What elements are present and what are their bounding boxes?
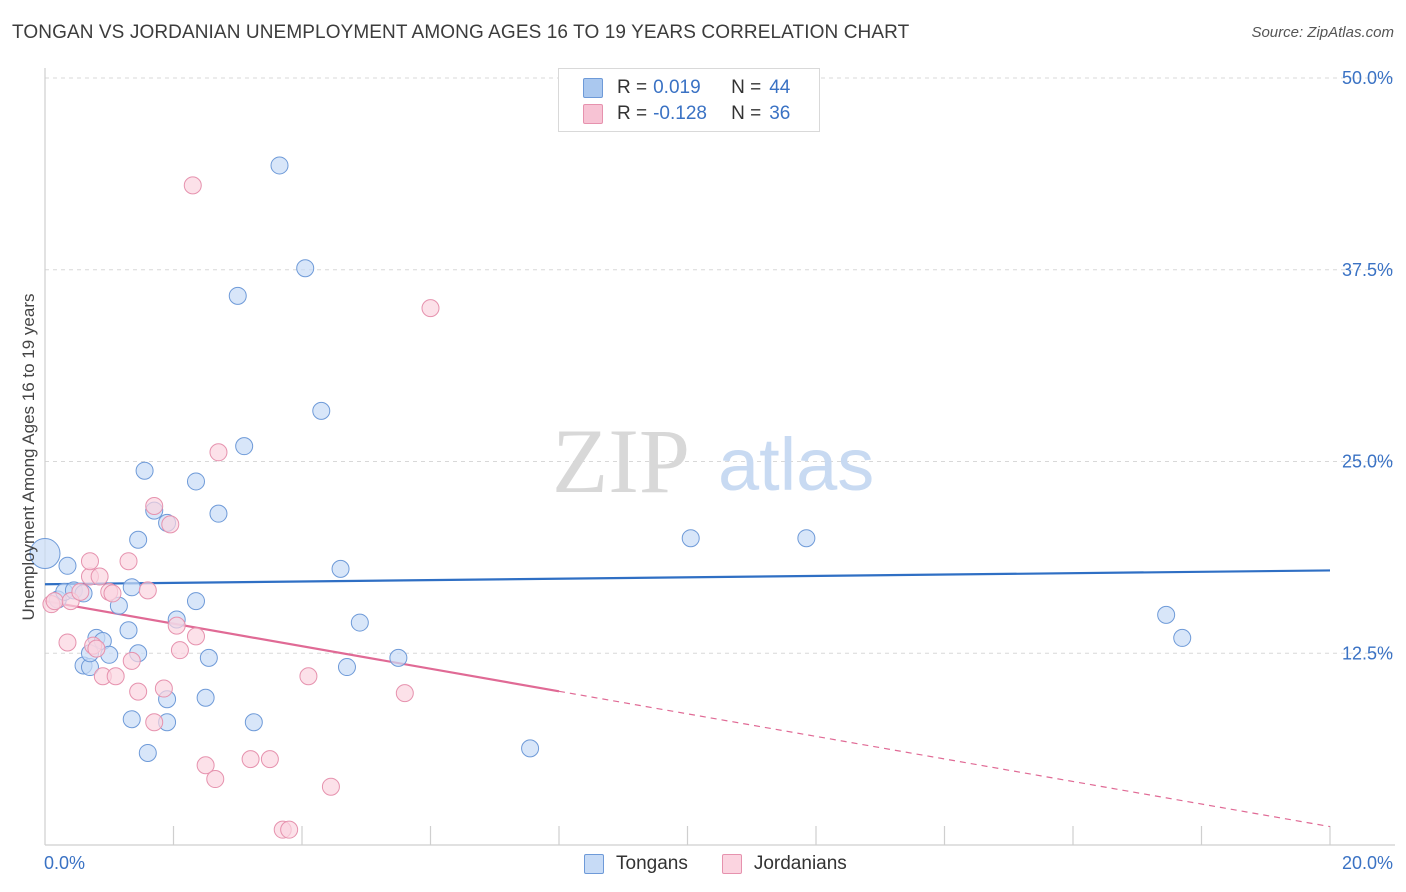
n-value: 36 [769,103,791,124]
x-tick-label: 20.0% [1342,853,1393,873]
legend-label-jordanians: Jordanians [753,853,847,874]
data-point-tongans [186,472,205,491]
data-point-jordanians [129,682,148,701]
data-point-tongans [389,648,408,667]
watermark-atlas: atlas [718,423,874,506]
data-point-tongans [337,658,356,677]
chart-title: TONGAN VS JORDANIAN UNEMPLOYMENT AMONG A… [12,22,910,43]
trend-line-jordanians [44,600,560,693]
legend-swatch-tongans [583,78,603,98]
data-point-jordanians [299,667,318,686]
trend-lines [44,569,1331,828]
data-point-jordanians [138,581,157,600]
data-point-tongans [521,739,540,758]
legend-row-jordanians: R = -0.128 N = 36 [583,101,790,127]
data-point-jordanians [321,777,340,796]
data-point-jordanians [122,651,141,670]
legend-swatch-tongans [584,854,604,874]
y-axis-label: Unemployment Among Ages 16 to 19 years [19,294,38,621]
data-point-jordanians [45,592,64,611]
r-label: R = [617,77,648,98]
data-point-tongans [196,688,215,707]
data-point-tongans [129,530,148,549]
legend-row-tongans: R = 0.019 N = 44 [583,75,790,101]
data-point-jordanians [206,770,225,789]
r-value: 0.019 [653,77,701,98]
data-point-jordanians [103,584,122,603]
data-point-jordanians [80,552,99,571]
data-point-jordanians [209,443,228,462]
data-point-jordanians [145,713,164,732]
y-tick-label: 12.5% [1342,643,1393,663]
data-point-tongans [797,529,816,548]
data-point-tongans [119,621,138,640]
data-point-jordanians [87,639,106,658]
data-point-tongans [312,401,331,420]
y-tick-label: 37.5% [1342,260,1393,280]
data-points [29,156,1192,839]
trend-line-tongans [44,569,1331,586]
data-point-jordanians [154,679,173,698]
y-tick-label: 25.0% [1342,452,1393,472]
r-value: -0.128 [653,103,707,124]
data-point-jordanians [421,299,440,318]
grid-lines [45,77,1395,654]
legend-swatch-jordanians [583,104,603,124]
data-point-jordanians [395,684,414,703]
data-point-tongans [296,259,315,278]
data-point-tongans [244,713,263,732]
y-tick-label: 50.0% [1342,68,1393,88]
data-point-jordanians [161,515,180,534]
watermark-zip: ZIP [552,410,690,512]
data-point-tongans [58,556,77,575]
data-point-tongans [350,613,369,632]
data-point-jordanians [196,756,215,775]
source-label: Source: ZipAtlas.com [1251,24,1394,41]
data-point-jordanians [90,567,109,586]
data-point-jordanians [106,667,125,686]
data-point-tongans [235,437,254,456]
data-point-jordanians [71,582,90,601]
data-point-tongans [209,504,228,523]
data-point-tongans [270,156,289,175]
data-point-tongans [199,648,218,667]
data-point-jordanians [119,552,138,571]
r-label: R = [617,103,648,124]
data-point-tongans [1173,628,1192,647]
data-point-tongans [681,529,700,548]
ticks: 12.5% 25.0% 37.5% 50.0% 0.0% 20.0% [44,68,1393,873]
watermark: ZIP atlas [552,410,874,512]
n-value: 44 [769,77,791,98]
trend-line-jordanians-extension [558,690,1331,828]
data-point-jordanians [260,750,279,769]
data-point-jordanians [167,616,186,635]
data-point-jordanians [280,820,299,839]
data-point-tongans [228,286,247,305]
data-point-jordanians [170,641,189,660]
data-point-jordanians [241,750,260,769]
legend-label-tongans: Tongans [616,853,688,874]
data-point-jordanians [58,633,77,652]
n-label: N = [731,103,762,124]
data-point-tongans [1157,605,1176,624]
data-point-tongans [331,559,350,578]
data-point-tongans [135,461,154,480]
legend-item-tongans[interactable]: Tongans [584,853,688,875]
data-point-tongans [138,743,157,762]
data-point-jordanians [145,496,164,515]
data-point-tongans [29,538,61,570]
correlation-legend: R = 0.019 N = 44 R = -0.128 N = 36 [558,68,820,132]
n-label: N = [731,77,762,98]
legend-swatch-jordanians [721,854,742,874]
data-point-tongans [122,710,141,729]
x-tick-label: 0.0% [44,853,85,873]
data-point-tongans [122,578,141,597]
data-point-jordanians [186,627,205,646]
data-point-tongans [186,592,205,611]
legend-item-jordanians[interactable]: Jordanians [721,853,847,875]
axes [44,68,1395,846]
data-point-jordanians [183,176,202,195]
series-legend: Tongans Jordanians [584,852,881,876]
